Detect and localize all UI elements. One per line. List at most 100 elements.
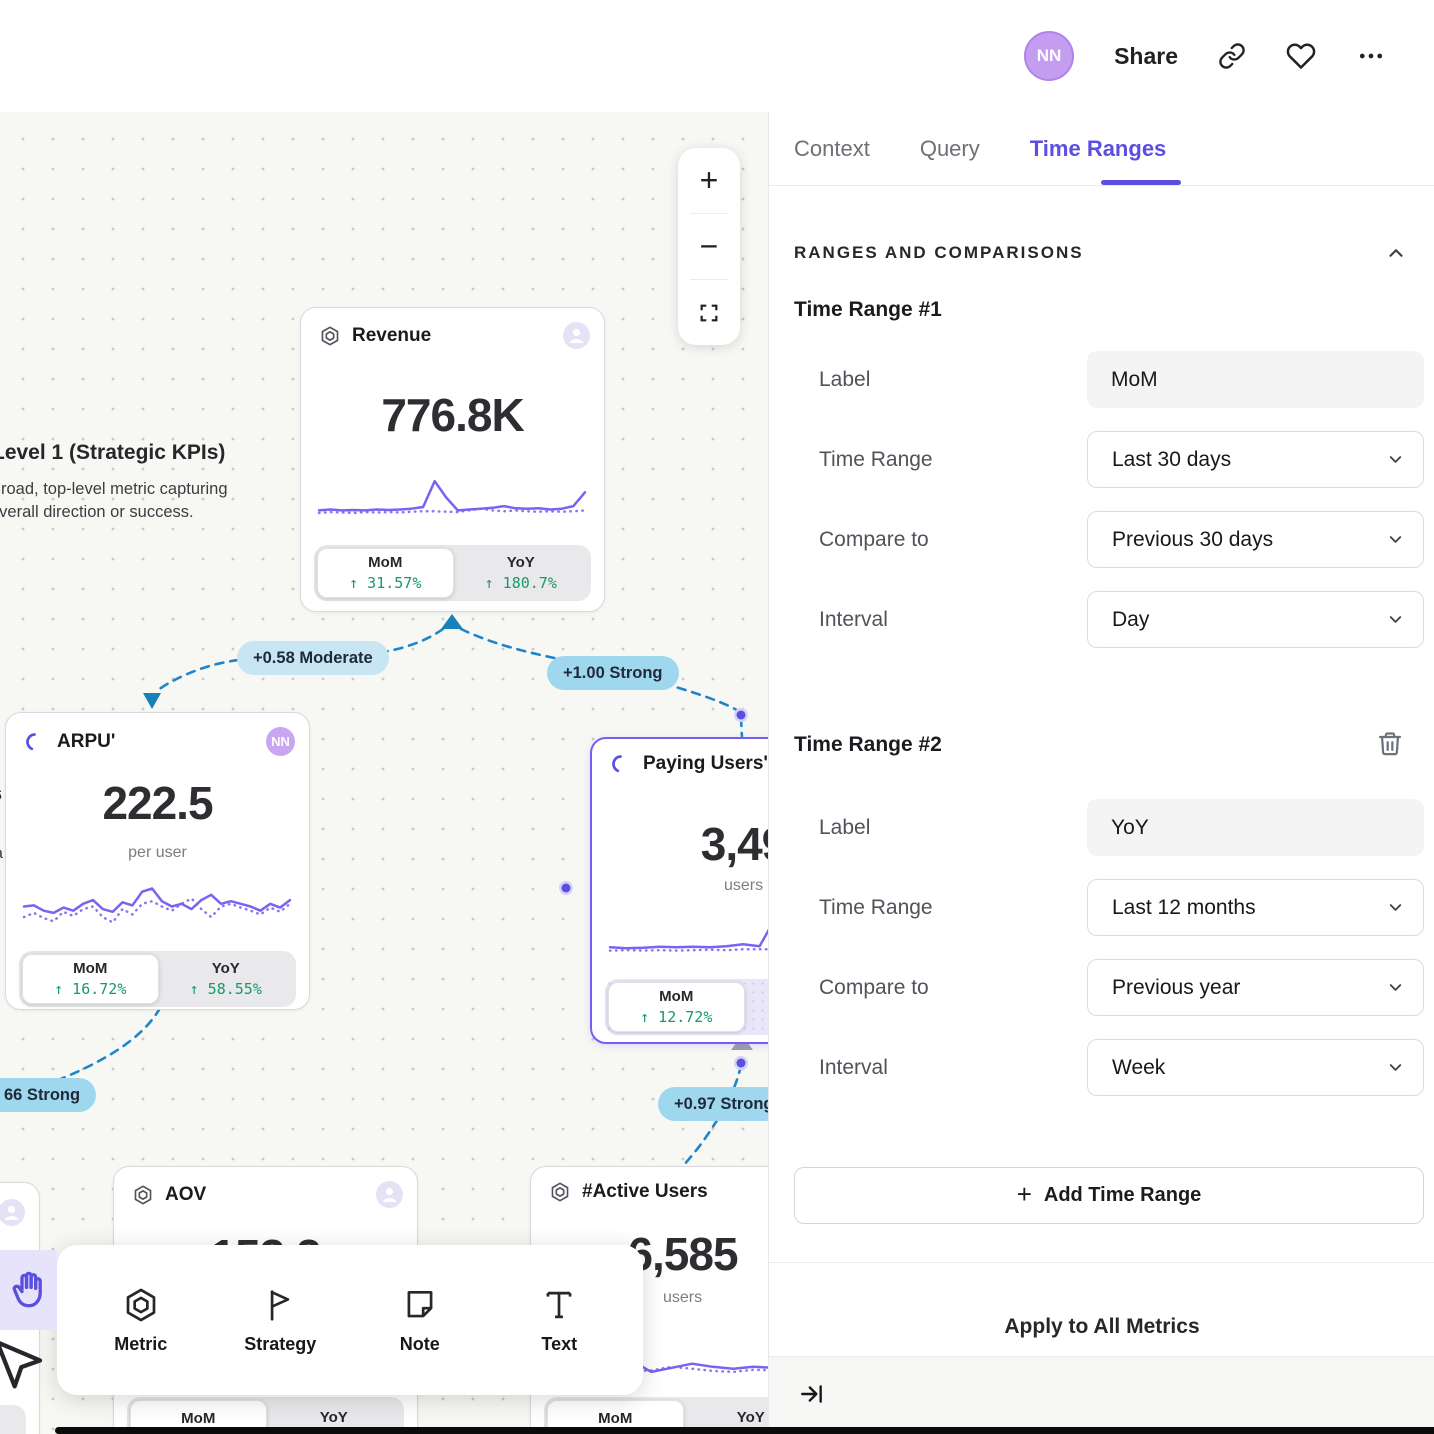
- pill-delta: ↑ 180.7%: [484, 574, 557, 592]
- loading-arc-icon: [26, 732, 44, 751]
- toolbar-label: Strategy: [244, 1333, 317, 1354]
- add-time-range-label: Add Time Range: [1043, 1184, 1202, 1206]
- pill-delta: ↑ 16.72%: [54, 980, 127, 998]
- text-icon: [546, 1291, 572, 1318]
- user-avatar[interactable]: NN: [1024, 31, 1075, 81]
- pill-label: MoM: [181, 1410, 216, 1427]
- canvas-toolbar: Metric Strategy Note Text: [57, 1245, 643, 1395]
- card-title: Paying Users': [643, 753, 768, 774]
- metric-card-arpu[interactable]: ARPU' NN 222.5 per user MoM ↑ 16.72% YoY ↑ …: [5, 712, 310, 1010]
- field-label: Label: [819, 815, 871, 839]
- pill-yoy[interactable]: YoY ↑ 58.55%: [159, 954, 294, 1004]
- interval-select[interactable]: Day: [1087, 591, 1424, 648]
- section-header[interactable]: RANGES AND COMPARISONS: [794, 242, 1407, 264]
- chevron-down-icon: [1389, 984, 1402, 991]
- chevron-down-icon: [1389, 616, 1402, 623]
- label-input[interactable]: MoM: [1087, 351, 1424, 408]
- field-label: Interval: [819, 1055, 888, 1079]
- pill-mom[interactable]: MoM ↑ 16.72%: [22, 954, 159, 1004]
- divider: [769, 1262, 1434, 1263]
- collaborator-badge: NN: [266, 727, 295, 756]
- panel-footer: [769, 1357, 1434, 1434]
- pill-label: YoY: [319, 1409, 348, 1426]
- collapse-panel-icon[interactable]: [799, 1381, 825, 1407]
- pill-label: YoY: [736, 1409, 765, 1426]
- chevron-up-icon[interactable]: [1385, 242, 1407, 264]
- note-title: Level 1 (Strategic KPIs): [0, 441, 226, 464]
- settings-panel: Context Query Time Ranges RANGES AND COMPA…: [768, 112, 1434, 1434]
- time-range-1-section: Time Range #1 Label MoM Time Range Last 30 d…: [794, 298, 1424, 671]
- tab-time-ranges[interactable]: Time Ranges: [1029, 135, 1167, 161]
- field-value: MoM: [1111, 367, 1158, 391]
- add-time-range-button[interactable]: + Add Time Range: [794, 1167, 1424, 1224]
- card-title: AOV: [165, 1183, 207, 1205]
- pill-label: MoM: [368, 554, 403, 571]
- link-icon[interactable]: [1218, 42, 1246, 70]
- zoom-out-button[interactable]: −: [699, 228, 719, 264]
- field-value: Day: [1112, 607, 1150, 631]
- metric-hexagon-icon: [321, 325, 339, 346]
- hand-tool-button[interactable]: [0, 1250, 57, 1330]
- card-title: ARPU': [57, 730, 116, 752]
- toolbar-note-button[interactable]: Note: [365, 1286, 475, 1355]
- toolbar-text-button[interactable]: Text: [504, 1286, 614, 1355]
- toolbar-strategy-button[interactable]: Strategy: [225, 1286, 335, 1355]
- pill-yoy[interactable]: YoY: [684, 1400, 819, 1434]
- hand-icon: [12, 1271, 42, 1308]
- field-value: Last 30 days: [1112, 447, 1232, 471]
- divider: [769, 1356, 1434, 1357]
- field-value: Week: [1112, 1055, 1166, 1079]
- chevron-down-icon: [1389, 1064, 1402, 1071]
- time-range-select[interactable]: Last 12 months: [1087, 879, 1424, 936]
- more-options-icon[interactable]: [1356, 41, 1386, 71]
- metric-unit: users: [723, 877, 764, 894]
- time-range-title: Time Range #2: [794, 733, 942, 756]
- toolbar-label: Text: [541, 1333, 578, 1354]
- sparkline-chart: [317, 479, 587, 515]
- metric-value: 222.5: [102, 777, 213, 829]
- share-button[interactable]: Share: [1114, 42, 1178, 69]
- field-value: Last 12 months: [1112, 895, 1256, 919]
- pill-mom[interactable]: MoM ↑ 12.72%: [608, 982, 745, 1032]
- pill-yoy[interactable]: YoY: [267, 1400, 402, 1434]
- time-range-select[interactable]: Last 30 days: [1087, 431, 1424, 488]
- select-cursor-icon[interactable]: [0, 1332, 48, 1398]
- chevron-down-icon: [1389, 536, 1402, 543]
- timerange-pill-toggle: MoM ↑ 31.57% YoY ↑ 180.7%: [314, 545, 591, 601]
- card-title: Revenue: [352, 324, 432, 346]
- label-input[interactable]: YoY: [1087, 799, 1424, 856]
- compare-to-select[interactable]: Previous 30 days: [1087, 511, 1424, 568]
- compare-to-select[interactable]: Previous year: [1087, 959, 1424, 1016]
- delete-time-range-button[interactable]: [1376, 730, 1404, 763]
- tab-query[interactable]: Query: [919, 135, 980, 161]
- metric-card-revenue[interactable]: Revenue 776.8K MoM ↑ 31.57% YoY ↑ 180.7%: [300, 307, 605, 612]
- avatar: [563, 322, 590, 349]
- pill-yoy[interactable]: YoY ↑ 180.7%: [454, 548, 589, 598]
- correlation-badge: 66 Strong: [0, 1078, 97, 1112]
- note-body: Broad, top-level metric capturing overal…: [0, 480, 228, 522]
- zoom-in-button[interactable]: +: [699, 162, 719, 198]
- divider: [690, 213, 728, 214]
- time-range-2-section: Time Range #2 Label YoY Time Range Last 12 …: [794, 730, 1424, 1119]
- field-label: Compare to: [819, 527, 929, 551]
- apply-to-all-metrics-button[interactable]: Apply to All Metrics: [1004, 1315, 1200, 1338]
- fit-view-button[interactable]: [678, 280, 740, 345]
- toolbar-metric-button[interactable]: Metric: [86, 1286, 196, 1355]
- timerange-pill-toggle: MoM ↑ 16.72% YoY ↑ 58.55%: [19, 951, 296, 1007]
- top-header: NN Share: [0, 0, 1434, 112]
- zoom-controls: + −: [678, 148, 740, 345]
- time-range-title: Time Range #1: [794, 298, 942, 321]
- person-icon: [4, 1205, 19, 1220]
- note-icon: [407, 1290, 433, 1317]
- trash-icon[interactable]: [1376, 730, 1404, 758]
- tab-context[interactable]: Context: [794, 135, 870, 161]
- favorite-heart-icon[interactable]: [1286, 41, 1316, 71]
- pill-mom[interactable]: MoM ↑ 31.57%: [317, 548, 454, 598]
- metric-unit: per user: [128, 844, 187, 861]
- divider: [690, 279, 728, 280]
- interval-select[interactable]: Week: [1087, 1039, 1424, 1096]
- pill-delta: ↑ 58.55%: [189, 980, 262, 998]
- metric-hexagon-icon: [551, 1182, 569, 1202]
- fullscreen-icon: [700, 304, 718, 321]
